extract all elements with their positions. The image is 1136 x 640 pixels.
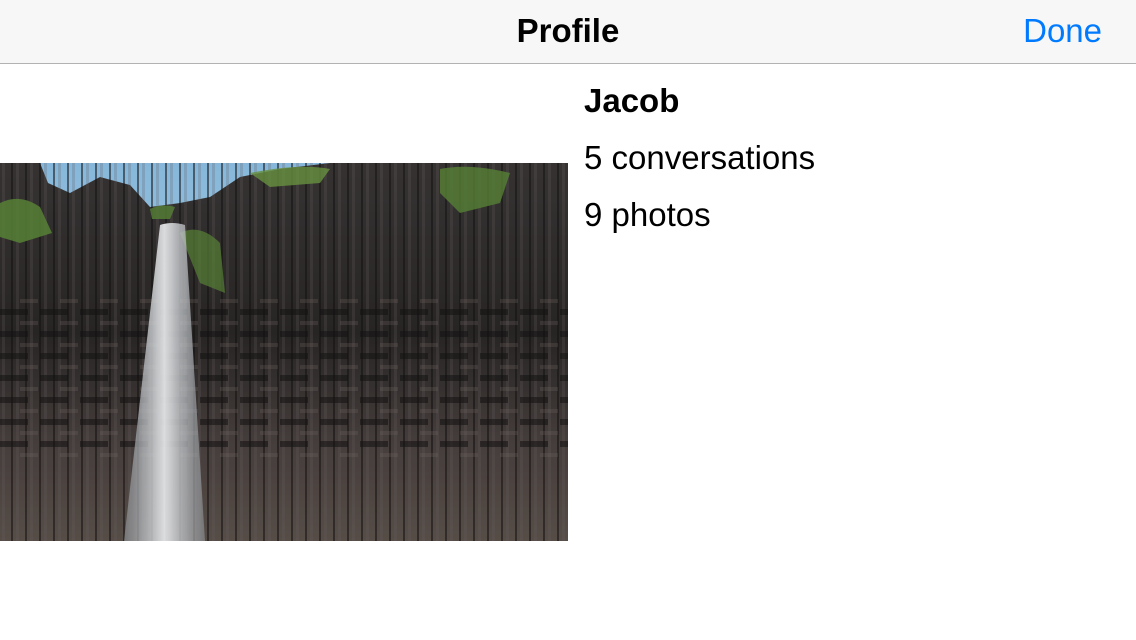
page-title: Profile — [516, 12, 620, 49]
done-button[interactable]: Done — [1023, 12, 1102, 49]
photos-count: 9 photos — [584, 196, 711, 233]
profile-name: Jacob — [584, 82, 680, 119]
profile-photo — [0, 163, 568, 541]
navigation-bar: Profile Done — [0, 0, 1136, 64]
profile-info: Jacob 5 conversations 9 photos — [584, 80, 1124, 251]
waterfall-photo-icon — [0, 163, 568, 541]
conversations-count: 5 conversations — [584, 139, 816, 176]
